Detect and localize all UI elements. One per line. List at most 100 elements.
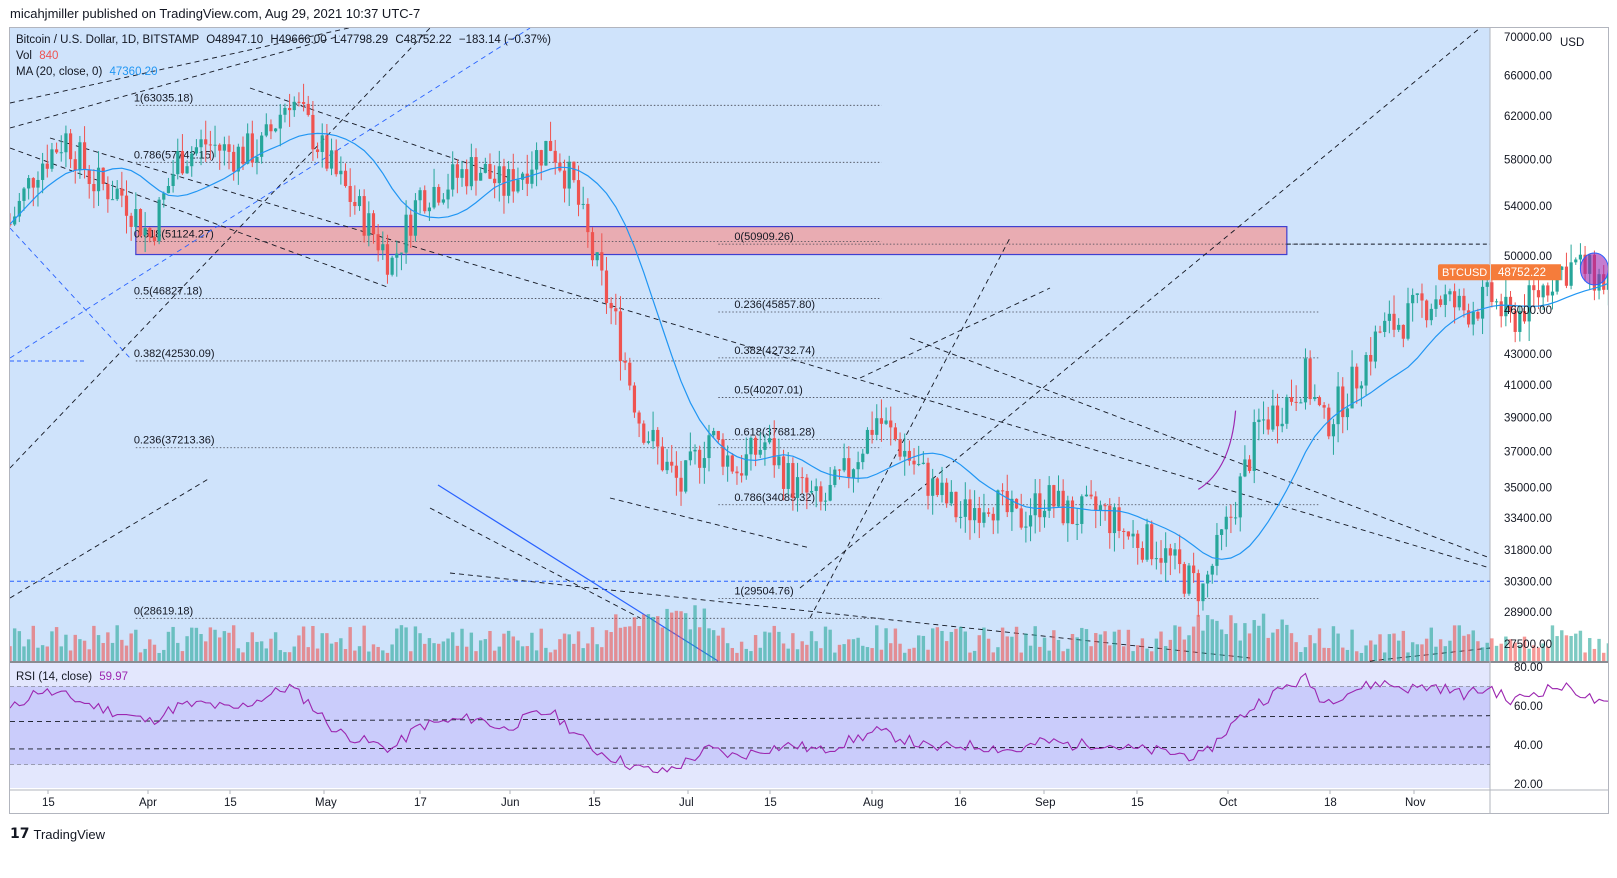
candle-body (17, 200, 21, 217)
chart-frame[interactable]: 1(63035.18) 0.786(57742.15) 0.618(51124.27… (9, 27, 1609, 814)
candle-body (954, 491, 958, 518)
candle-body (1206, 574, 1210, 584)
volume-bar (656, 616, 660, 661)
candle-body (1168, 548, 1172, 556)
volume-bar (884, 628, 888, 661)
volume-bar (329, 643, 334, 661)
candle-body (1341, 386, 1345, 418)
price-tick-label: 43000.00 (1504, 349, 1552, 361)
candle-body (879, 418, 884, 424)
volume-bar (213, 629, 217, 661)
volume-bar (1560, 630, 1564, 661)
candle-body (1220, 529, 1224, 535)
candle-body (1261, 419, 1266, 421)
volume-bar (1392, 633, 1396, 661)
volume-bar (1513, 642, 1517, 661)
candle-body (558, 162, 562, 171)
candle-body (483, 163, 487, 173)
volume-bar (637, 626, 641, 661)
volume-bar (1341, 647, 1345, 661)
volume-bar (1364, 645, 1368, 661)
volume-bar (688, 629, 693, 661)
volume-bar (1205, 615, 1210, 661)
volume-bar (283, 652, 287, 661)
volume-bar (245, 642, 250, 661)
candle-body (301, 102, 306, 104)
volume-bar (684, 613, 688, 661)
volume-bar (1429, 627, 1433, 661)
candle-body (166, 185, 171, 194)
volume-bar (492, 650, 497, 661)
candle-body (767, 438, 772, 443)
candle-body (343, 170, 348, 186)
moving-average-line (10, 132, 1608, 560)
candle-body (1182, 564, 1186, 594)
price-tick-label: 58000.00 (1504, 154, 1552, 166)
candle-body (1513, 310, 1517, 332)
volume-bar (809, 631, 814, 661)
candle-body (493, 178, 497, 184)
candle-body (334, 150, 338, 175)
volume-bar (534, 650, 539, 661)
volume-bar (395, 628, 399, 661)
candle-body (264, 124, 268, 136)
candle-body (27, 178, 31, 189)
candle-body (819, 486, 823, 502)
candle-body (10, 224, 12, 226)
candle-body (670, 461, 674, 466)
candle-body (385, 244, 390, 275)
trend-line (49, 137, 1491, 569)
candle-body (357, 196, 362, 207)
candles (10, 83, 1608, 617)
volume-bar (1233, 623, 1238, 661)
candle-body (1210, 565, 1214, 575)
candle-body (292, 101, 296, 111)
trend-line (10, 28, 351, 104)
volume-bar (241, 652, 245, 661)
trend-line (10, 28, 431, 469)
candle-body (157, 199, 161, 241)
candle-body (1122, 530, 1126, 532)
volume-bar (1084, 629, 1089, 661)
volume-bar (101, 642, 105, 661)
symbol-title: Bitcoin / U.S. Dollar, 1D, BITSTAMP (16, 34, 199, 46)
candle-body (1056, 490, 1061, 507)
candle-body (106, 183, 110, 200)
volume-bar (348, 627, 352, 661)
candle-body (959, 516, 963, 518)
candle-body (441, 199, 445, 203)
candle-body (320, 135, 324, 153)
chart-canvas[interactable]: 1(63035.18)0.786(57742.15)0.618(51124.27… (10, 28, 1609, 814)
volume-bar (1574, 633, 1578, 661)
volume-bar (385, 652, 390, 661)
candle-body (525, 173, 529, 184)
candle-body (1532, 285, 1536, 291)
volume-bar (418, 633, 422, 661)
candle-body (763, 442, 767, 450)
volume-bar (646, 614, 651, 661)
candle-body (1345, 408, 1350, 418)
volume-bar (674, 610, 679, 661)
candle-body (679, 477, 683, 492)
candle-body (1429, 308, 1433, 321)
volume-bar (991, 652, 995, 661)
volume-bar (455, 645, 460, 661)
volume-bar (921, 635, 926, 661)
volume-bar (972, 650, 977, 661)
candle-body (553, 150, 557, 163)
candle-body (124, 195, 129, 216)
volume-bar (721, 627, 725, 661)
volume-bar (353, 650, 357, 661)
volume-bar (819, 648, 823, 661)
time-tick-label: Aug (863, 797, 883, 809)
volume-bar (222, 631, 227, 661)
candle-body (110, 199, 115, 201)
volume-bar (614, 614, 618, 661)
candle-body (1415, 293, 1419, 295)
volume-bar (1424, 638, 1429, 661)
time-tick-label: 15 (42, 797, 55, 809)
volume-bar (413, 626, 418, 661)
volume-bar (1005, 636, 1009, 661)
volume-bar (623, 626, 627, 661)
volume-bar (376, 646, 380, 661)
